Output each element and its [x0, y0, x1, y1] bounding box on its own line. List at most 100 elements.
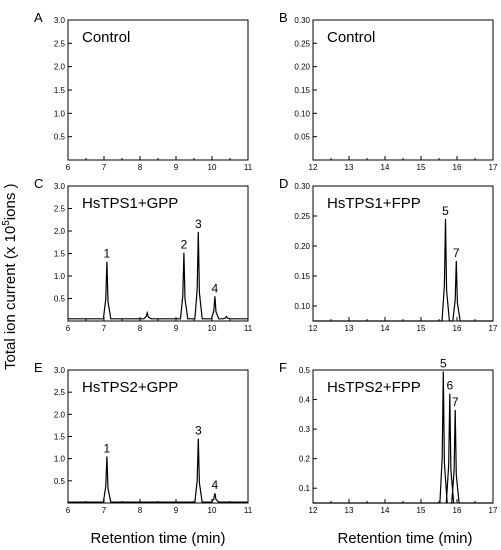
x-tick-label: 6 — [66, 506, 71, 515]
peak-label: 7 — [453, 246, 460, 260]
y-tick-label: 0.3 — [299, 425, 311, 434]
panel-letter: A — [34, 10, 43, 25]
y-axis-title-main: Total ion current (x 10 — [2, 226, 19, 370]
x-axis-title-left: Retention time (min) — [90, 530, 225, 547]
y-tick-label: 0.05 — [294, 133, 310, 142]
y-tick-label: 2.5 — [54, 205, 66, 214]
peak-label: 5 — [442, 204, 449, 218]
y-tick-label: 0.10 — [294, 109, 310, 118]
y-tick-label: 0.4 — [299, 396, 311, 405]
x-tick-label: 9 — [174, 324, 179, 333]
chromatogram-trace — [68, 231, 248, 320]
y-tick-label: 1.0 — [54, 109, 66, 118]
x-tick-label: 13 — [345, 324, 354, 333]
y-tick-label: 1.5 — [54, 250, 66, 259]
peak-label: 7 — [452, 395, 459, 409]
y-axis-title: Total ion current (x 105ions ) — [1, 184, 19, 371]
x-tick-label: 6 — [66, 324, 71, 333]
x-tick-label: 17 — [489, 163, 498, 172]
y-tick-label: 1.0 — [54, 455, 66, 464]
y-axis-title-end: ions ) — [2, 184, 19, 221]
y-tick-label: 0.2 — [299, 455, 311, 464]
y-tick-label: 0.20 — [294, 63, 310, 72]
panel-letter: D — [279, 176, 288, 191]
y-tick-label: 0.15 — [294, 272, 310, 281]
x-tick-label: 11 — [244, 324, 253, 333]
y-axis-title-superscript: 5 — [1, 220, 12, 226]
x-tick-label: 15 — [417, 506, 426, 515]
x-tick-label: 16 — [453, 163, 462, 172]
y-tick-label: 0.1 — [299, 484, 311, 493]
x-tick-label: 10 — [208, 163, 217, 172]
panel-d: 12 13 14 15 16 17 0.10 0.15 0.20 0.25 0.30 D HsTPS1+… — [279, 176, 498, 333]
x-tick-label: 6 — [66, 163, 71, 172]
y-tick-label: 0.30 — [294, 182, 310, 191]
y-tick-label: 2.0 — [54, 63, 66, 72]
x-tick-label: 8 — [138, 163, 143, 172]
y-tick-label: 0.5 — [299, 366, 311, 375]
panel-a: 6 7 8 9 10 11 0.5 1.0 1.5 2.0 2.5 3.0 A Control — [34, 10, 253, 172]
x-tick-label: 7 — [102, 163, 107, 172]
panel-letter: B — [279, 10, 288, 25]
panel-f: 12 13 14 15 16 17 0.1 0.2 0.3 0.4 0.5 F HsTPS2+FPP 5 6… — [279, 356, 498, 515]
chromatogram-trace — [313, 218, 493, 322]
x-tick-label: 15 — [417, 163, 426, 172]
x-tick-label: 15 — [417, 324, 426, 333]
panel-title: Control — [327, 29, 375, 46]
y-tick-label: 0.10 — [294, 302, 310, 311]
y-tick-label: 0.25 — [294, 39, 310, 48]
y-tick-label: 2.0 — [54, 410, 66, 419]
y-tick-label: 0.5 — [54, 133, 66, 142]
x-tick-label: 7 — [102, 324, 107, 333]
panel-e: 6 7 8 9 10 11 0.5 1.0 1.5 2.0 2.5 3.0 E HsTPS2+GPP 1 3 4 — [34, 360, 253, 515]
x-tick-label: 12 — [309, 163, 318, 172]
y-tick-label: 0.5 — [54, 295, 66, 304]
panel-title: HsTPS1+FPP — [327, 195, 421, 212]
x-tick-label: 16 — [453, 324, 462, 333]
y-tick-label: 2.5 — [54, 39, 66, 48]
x-tick-label: 10 — [208, 506, 217, 515]
y-tick-label: 2.0 — [54, 227, 66, 236]
panel-title: HsTPS2+FPP — [327, 379, 421, 396]
x-tick-label: 11 — [244, 506, 253, 515]
panel-b: 12 13 14 15 16 17 0.05 0.10 0.15 0.20 0.25 0.30 B Con… — [279, 10, 498, 172]
y-tick-label: 1.0 — [54, 272, 66, 281]
x-tick-label: 17 — [489, 324, 498, 333]
x-tick-label: 10 — [208, 324, 217, 333]
x-tick-label: 12 — [309, 506, 318, 515]
x-tick-label: 14 — [381, 324, 390, 333]
y-tick-label: 0.20 — [294, 242, 310, 251]
y-tick-label: 0.15 — [294, 86, 310, 95]
y-tick-label: 0.5 — [54, 477, 66, 486]
x-tick-label: 14 — [381, 163, 390, 172]
x-tick-label: 16 — [453, 506, 462, 515]
y-tick-label: 0.25 — [294, 212, 310, 221]
peak-label: 2 — [181, 238, 188, 252]
peak-label: 4 — [212, 281, 219, 295]
panel-title: HsTPS2+GPP — [82, 379, 178, 396]
peak-label: 4 — [212, 478, 219, 492]
panel-letter: C — [34, 176, 43, 191]
peak-label: 3 — [195, 424, 202, 438]
x-tick-label: 17 — [489, 506, 498, 515]
x-tick-label: 13 — [345, 163, 354, 172]
chromatogram-trace — [68, 438, 248, 503]
x-tick-label: 11 — [244, 163, 253, 172]
x-axis-title-right: Retention time (min) — [337, 530, 472, 547]
x-tick-label: 7 — [102, 506, 107, 515]
y-tick-label: 1.5 — [54, 433, 66, 442]
peak-label: 1 — [104, 441, 111, 455]
peak-label: 5 — [440, 356, 447, 370]
panel-title: HsTPS1+GPP — [82, 195, 178, 212]
panel-c: 6 7 8 9 10 11 0.5 1.0 1.5 2.0 2.5 3.0 C HsTPS1+GPP 1 23… — [34, 176, 253, 333]
x-tick-label: 9 — [174, 163, 179, 172]
x-tick-label: 13 — [345, 506, 354, 515]
panel-letter: F — [279, 360, 287, 375]
peak-label: 1 — [104, 247, 111, 261]
x-tick-label: 8 — [138, 506, 143, 515]
y-tick-label: 1.5 — [54, 86, 66, 95]
x-tick-label: 9 — [174, 506, 179, 515]
x-tick-label: 12 — [309, 324, 318, 333]
